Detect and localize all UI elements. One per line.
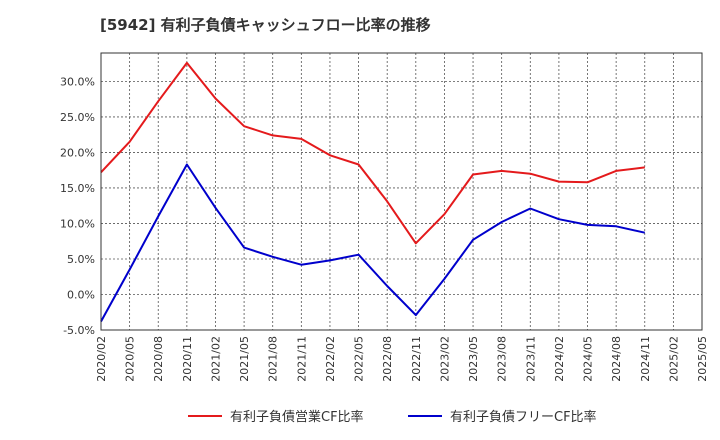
y-tick-label: 10.0% — [60, 217, 95, 230]
series-line-1 — [100, 163, 646, 322]
x-tick-label: 2025/02 — [667, 336, 680, 382]
legend: 有利子負債営業CF比率 有利子負債フリーCF比率 — [0, 404, 720, 428]
x-tick-label: 2024/05 — [582, 336, 595, 382]
y-tick-label: 5.0% — [67, 253, 95, 266]
legend-item-free-cf: 有利子負債フリーCF比率 — [408, 406, 597, 425]
legend-swatch-operating-cf — [188, 414, 222, 417]
x-tick-label: 2025/05 — [696, 336, 709, 382]
x-tick-label: 2022/08 — [381, 336, 394, 382]
x-tick-label: 2023/11 — [524, 336, 537, 382]
chart-plot: -5.0% 0.0% 5.0% 10.0% 15.0% 20.0% 25.0% 30.0% 2… — [60, 52, 709, 382]
x-tick-label: 2020/05 — [124, 336, 137, 382]
y-tick-label: 30.0% — [60, 75, 95, 88]
x-tick-label: 2023/08 — [496, 336, 509, 382]
y-tick-label: 15.0% — [60, 182, 95, 195]
series-line-0 — [100, 61, 645, 245]
x-tick-label: 2024/11 — [639, 336, 652, 382]
x-tick-label: 2020/08 — [152, 336, 165, 382]
x-tick-label: 2022/02 — [324, 336, 337, 382]
y-tick-label: 0.0% — [67, 288, 95, 301]
x-tick-label: 2020/11 — [181, 336, 194, 382]
y-tick-label: 20.0% — [60, 146, 95, 159]
series-lines — [100, 61, 646, 322]
x-tick-label: 2020/02 — [95, 336, 108, 382]
legend-swatch-free-cf — [408, 414, 442, 417]
x-tick-label: 2023/05 — [467, 336, 480, 382]
legend-item-operating-cf: 有利子負債営業CF比率 — [188, 406, 364, 425]
x-tick-label: 2021/05 — [238, 336, 251, 382]
legend-label-free-cf: 有利子負債フリーCF比率 — [450, 410, 597, 425]
x-tick-label: 2022/05 — [353, 336, 366, 382]
y-tick-label: 25.0% — [60, 111, 95, 124]
plot-frame — [100, 52, 703, 331]
legend-label-operating-cf: 有利子負債営業CF比率 — [230, 410, 364, 425]
x-tick-label: 2022/11 — [410, 336, 423, 382]
grid-lines — [101, 53, 702, 331]
x-tick-label: 2021/11 — [295, 336, 308, 382]
x-tick-labels: 2020/02 2020/05 2020/08 2020/11 2021/02 2021/… — [95, 336, 709, 382]
x-tick-label: 2021/08 — [267, 336, 280, 382]
y-tick-labels: -5.0% 0.0% 5.0% 10.0% 15.0% 20.0% 25.0% 30.0% — [60, 75, 95, 337]
x-tick-label: 2024/08 — [610, 336, 623, 382]
x-tick-label: 2021/02 — [209, 336, 222, 382]
y-tick-label: -5.0% — [63, 324, 95, 337]
x-tick-label: 2024/02 — [553, 336, 566, 382]
chart-title: [5942] 有利子負債キャッシュフロー比率の推移 — [100, 16, 431, 34]
x-tick-label: 2023/02 — [438, 336, 451, 382]
